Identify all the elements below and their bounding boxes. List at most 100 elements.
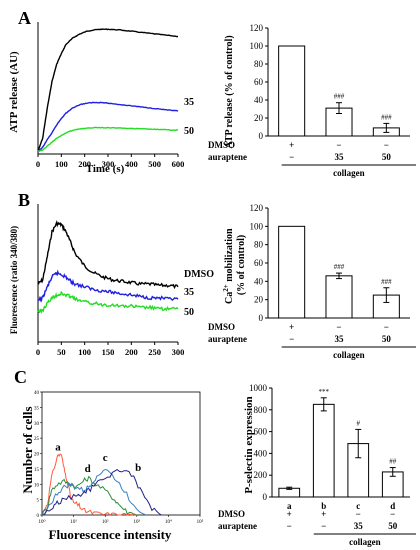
panel-label-c: C — [14, 367, 27, 387]
chart-c-left: 0 5 10 15 20 25 30 35 40 10⁰ 10¹ 10² 10³ 10⁴ 10⁵ a dc b F… — [20, 391, 204, 542]
chart-b-left-xtick-label: 100 — [78, 347, 91, 357]
chart-b-left-series-35 — [37, 269, 179, 303]
chart-c-right-row-label: DMSO — [218, 509, 245, 519]
chart-c-left-series-a — [41, 453, 138, 516]
chart-c-right-row-cell: 50 — [388, 521, 398, 531]
chart-b-right-ylabel-line1b: mobilization — [224, 228, 235, 284]
chart-c-left-ytick-label: 10 — [34, 483, 40, 488]
chart-b-left-xtick-label: 150 — [102, 347, 115, 357]
chart-c-left-xtick-label: 10¹ — [70, 519, 77, 525]
chart-a-right-group-label: collagen — [333, 168, 365, 178]
chart-c-right-ylabel: P-selectin expression — [243, 396, 255, 493]
chart-b-left-xtick-label: 50 — [57, 347, 66, 357]
chart-c-left-xtick-label: 10³ — [134, 519, 141, 525]
chart-b-left-ylabel: Fluorescence (ratio 340/380) — [9, 226, 19, 334]
chart-b-right-ytick-label: 100 — [250, 221, 264, 231]
chart-b-left-series-DMSO — [37, 220, 179, 290]
chart-c-left-xlabel: Fluorescence intensity — [49, 527, 172, 542]
chart-c-left-ytick-label: 0 — [37, 514, 40, 519]
chart-c-right-row-cell: − — [321, 521, 326, 531]
chart-a-right-row-cell: 50 — [382, 152, 392, 162]
chart-c-left-series-d — [41, 475, 137, 516]
chart-c-left-ytick-label: 25 — [34, 437, 40, 442]
chart-b-right-bar — [325, 275, 353, 319]
chart-b-right: 0 20 40 60 80 100 120 ### ### DMSO + − − auraptene − 35… — [208, 203, 416, 360]
panel-label-b: B — [18, 190, 30, 210]
chart-a-right-row-cell: − — [289, 152, 294, 162]
chart-c-right-bar-letter: d — [390, 501, 395, 511]
chart-a-left-marks: 0100200300400500600DMSO3550 — [36, 22, 194, 169]
chart-c-right-bar — [312, 403, 335, 498]
chart-a-right-row-cell: − — [384, 140, 389, 150]
chart-c-left-ytick-label: 40 — [34, 391, 40, 396]
chart-c-left-ylabel: Number of cells — [20, 406, 35, 493]
chart-c-right-row-cell: − — [287, 521, 292, 531]
chart-c-left-xtick-label: 10⁵ — [197, 519, 204, 525]
chart-a-left-xtick-label: 0 — [36, 159, 40, 169]
chart-c-right-ytick-label: 200 — [254, 470, 268, 480]
chart-b-right-row-cell: − — [384, 322, 389, 332]
chart-c-left-xtick-label: 10⁰ — [38, 519, 45, 525]
chart-a-left-xtick-label: 200 — [78, 159, 91, 169]
chart-c-right-significance: *** — [319, 388, 330, 396]
chart-c-left-frame — [41, 391, 201, 516]
chart-c-right-group-label: collagen — [349, 537, 381, 547]
chart-a-right-row-label: DMSO — [208, 140, 235, 150]
chart-a-left-xtick-label: 500 — [148, 159, 161, 169]
chart-c-left-ytick-label: 35 — [34, 406, 40, 411]
chart-a-right-ytick-label: 0 — [259, 131, 264, 141]
chart-a-right-ytick-label: 100 — [250, 41, 264, 51]
chart-a-right-row-label: auraptene — [208, 152, 247, 162]
chart-c-right-significance: ## — [389, 458, 397, 466]
chart-c-left-marks: 0 5 10 15 20 25 30 35 40 10⁰ 10¹ 10² 10³ 10⁴ 10⁵ a dc b — [34, 391, 204, 525]
chart-c-left-series-label: a — [55, 442, 61, 454]
chart-a-left-xtick-label: 400 — [125, 159, 138, 169]
chart-c-left-ytick-label: 15 — [34, 468, 40, 473]
chart-b-left-series-label: 50 — [184, 307, 194, 318]
chart-b-right-row-cell: 50 — [382, 334, 392, 344]
chart-c-left-xtick-label: 10² — [102, 519, 109, 525]
chart-b-right-ylabel-line2: (% of control) — [236, 235, 247, 295]
chart-b-right-row-cell: 35 — [335, 334, 345, 344]
chart-a-right-ytick-label: 20 — [254, 113, 264, 123]
chart-c-right-row-cell: 35 — [354, 521, 364, 531]
chart-a-right-significance: ### — [381, 113, 392, 121]
chart-c-left-xtick-label: 10⁴ — [165, 519, 172, 525]
chart-c-right-row-label: auraptene — [218, 521, 257, 531]
chart-b-right-significance: ### — [381, 278, 392, 286]
chart-c-right-bar-letter: a — [287, 501, 292, 511]
chart-b-right-row-cell: + — [289, 322, 294, 332]
chart-a-right-row-cell: − — [336, 140, 341, 150]
chart-a-right-ytick-label: 60 — [254, 77, 264, 87]
chart-c-left-series-label: c — [103, 452, 108, 464]
chart-a-left-xlabel: Time (s) — [86, 163, 125, 175]
chart-a-right-significance: ### — [334, 93, 345, 101]
chart-c-right-bar-letter: b — [321, 501, 326, 511]
chart-a-left-series-50 — [37, 126, 179, 153]
chart-b-right-row-label: DMSO — [208, 322, 235, 332]
chart-c-right-ytick-label: 800 — [254, 405, 268, 415]
chart-a-left-series-label: 35 — [184, 97, 194, 108]
chart-c-left-ytick-label: 30 — [34, 422, 40, 427]
chart-c-right-significance: # — [357, 419, 361, 427]
chart-b-right-ytick-label: 40 — [254, 276, 264, 286]
chart-c-right-ytick-label: 400 — [254, 448, 268, 458]
chart-b-right-ylabel-line1: Ca — [224, 292, 235, 304]
chart-a-left-xtick-label: 300 — [102, 159, 115, 169]
chart-a-left-series-label: 50 — [184, 126, 194, 137]
chart-b-right-marks: 0 20 40 60 80 100 120 ### ### DMSO + − − auraptene − 35… — [208, 203, 416, 360]
chart-b-left-xtick-label: 300 — [172, 347, 185, 357]
chart-c-right-ytick-label: 1000 — [249, 383, 268, 393]
chart-b-right-ytick-label: 60 — [254, 258, 264, 268]
chart-b-right-ylabel-sup: 2+ — [222, 284, 230, 292]
chart-a-right-ytick-label: 80 — [254, 59, 264, 69]
chart-c-left-series-label: b — [135, 462, 141, 474]
chart-c-right-row-cell: − — [390, 509, 395, 519]
chart-b-right-ytick-label: 80 — [254, 240, 264, 250]
chart-a-right-ytick-label: 120 — [250, 23, 264, 33]
chart-b-left-series-label: DMSO — [184, 269, 214, 280]
chart-a-left-xtick-label: 600 — [172, 159, 185, 169]
chart-a-right: 0 20 40 60 80 100 120 ### ### DMSO + − − auraptene − 35… — [208, 23, 416, 178]
